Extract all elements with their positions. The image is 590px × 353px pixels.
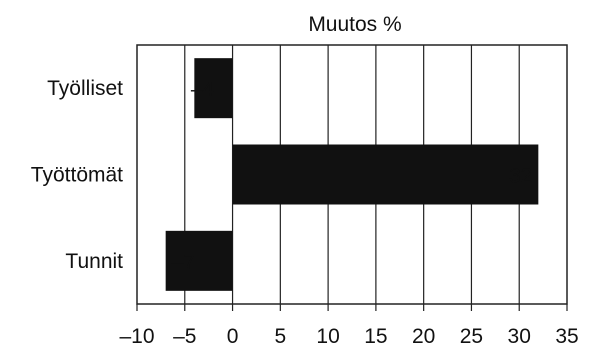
x-tick-label: 30 — [508, 325, 531, 348]
x-tick-label: 15 — [364, 325, 387, 348]
x-tick-label: 5 — [274, 325, 286, 348]
data-label: 32 — [509, 165, 532, 188]
bar — [194, 58, 233, 119]
x-tick-label: –10 — [119, 325, 154, 348]
x-tick-labels: –10 –5 0 5 10 15 20 25 30 35 — [119, 325, 578, 348]
category-label: Työttömät — [31, 164, 123, 187]
data-labels: –4 32 –7 — [172, 78, 533, 274]
x-tick-label: –5 — [173, 325, 196, 348]
category-label: Työlliset — [47, 77, 123, 100]
x-tick-label: 10 — [316, 325, 339, 348]
category-labels: Työlliset Työttömät Tunnit — [31, 77, 123, 273]
x-tick-label: 0 — [227, 325, 239, 348]
x-tick-label: 35 — [555, 325, 578, 348]
x-tick-label: 25 — [460, 325, 483, 348]
chart-title: Muutos % — [308, 13, 401, 36]
bar-layer — [165, 58, 539, 291]
data-label: –7 — [172, 251, 195, 274]
x-tick-label: 20 — [412, 325, 435, 348]
plot-frame — [136, 44, 568, 305]
category-label: Tunnit — [65, 250, 123, 273]
data-label: –4 — [191, 78, 215, 101]
bar — [165, 230, 233, 291]
bar — [232, 144, 539, 205]
